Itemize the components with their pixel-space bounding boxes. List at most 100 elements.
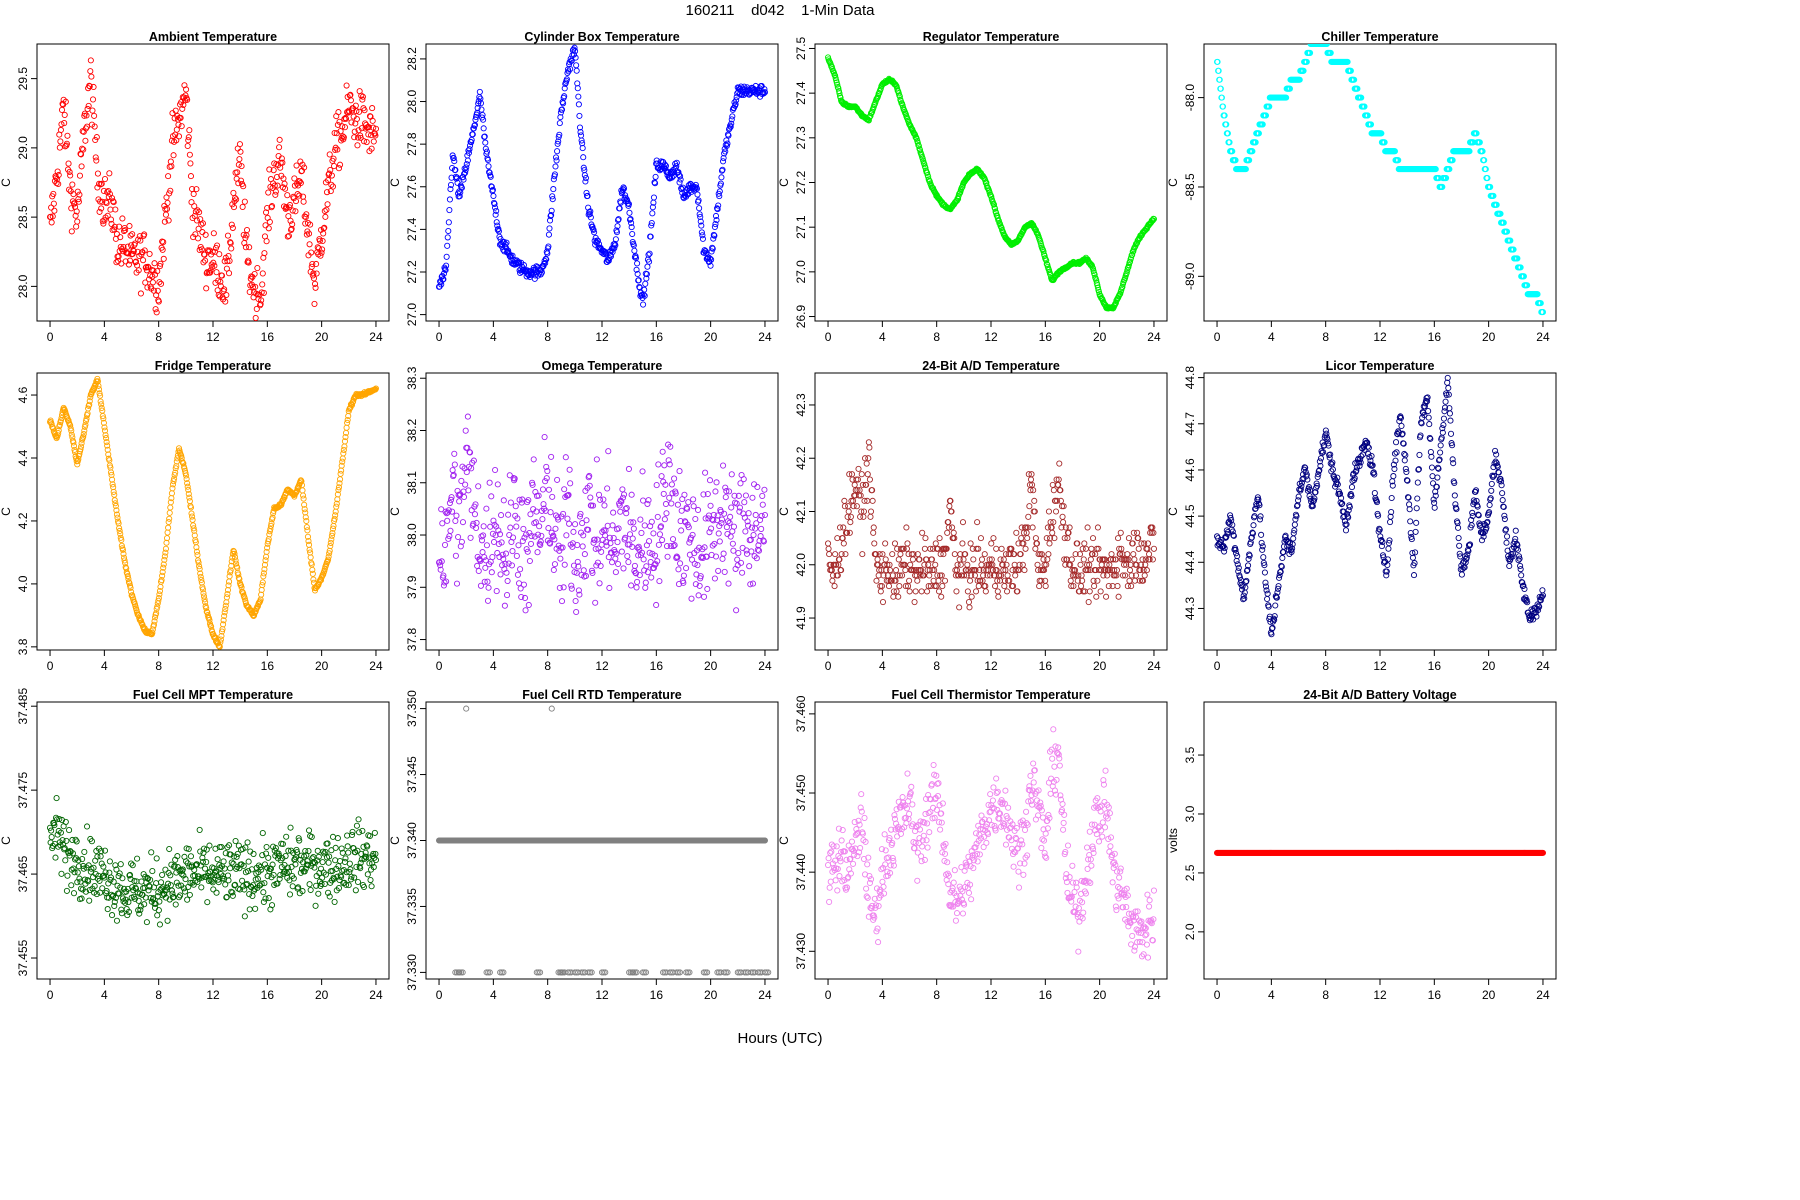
data-point <box>1315 471 1322 478</box>
data-series <box>435 44 769 308</box>
data-point <box>1321 442 1328 449</box>
data-point <box>1435 465 1442 472</box>
data-point <box>189 516 196 523</box>
data-point <box>707 502 714 509</box>
data-point <box>339 455 346 462</box>
data-point <box>162 545 169 552</box>
data-point <box>982 588 989 595</box>
data-point <box>217 278 224 285</box>
data-point <box>1455 524 1462 531</box>
data-point <box>829 577 836 584</box>
data-point <box>1517 566 1524 573</box>
data-point <box>1006 577 1013 584</box>
data-point <box>1343 521 1350 528</box>
data-point <box>445 219 452 226</box>
data-point <box>486 169 493 176</box>
data-point <box>1279 554 1286 562</box>
data-point <box>335 165 343 172</box>
data-point <box>585 526 592 533</box>
data-point <box>729 540 736 547</box>
data-point <box>329 183 337 190</box>
data-point <box>336 480 343 487</box>
data-point <box>463 161 470 168</box>
data-point <box>1259 543 1266 550</box>
data-point <box>895 593 902 600</box>
data-point <box>739 569 746 576</box>
data-point <box>531 533 538 540</box>
data-point <box>556 547 563 554</box>
data-point <box>660 490 667 497</box>
data-point <box>722 148 729 155</box>
data-point <box>690 503 697 510</box>
data-point <box>259 579 266 586</box>
data-point <box>551 171 558 178</box>
data-point <box>311 300 318 307</box>
data-point <box>1353 467 1360 474</box>
x-tick-label: 4 <box>490 330 497 344</box>
data-point <box>475 483 482 490</box>
data-point <box>1079 545 1086 552</box>
data-point <box>535 531 542 538</box>
data-point <box>1455 534 1462 542</box>
data-point <box>995 217 1002 224</box>
data-point <box>1229 148 1236 155</box>
data-point <box>100 419 107 426</box>
data-point <box>317 577 325 584</box>
data-point <box>111 497 118 504</box>
data-point <box>251 270 258 278</box>
y-tick-label: 38.0 <box>405 523 419 547</box>
data-point <box>990 535 997 542</box>
data-point <box>503 239 510 246</box>
data-point <box>873 577 880 584</box>
data-point <box>239 203 246 210</box>
data-point <box>969 567 976 574</box>
data-point <box>711 575 718 582</box>
data-series <box>1213 44 1547 316</box>
data-point <box>545 486 552 493</box>
data-point <box>677 173 684 180</box>
data-point <box>628 219 635 226</box>
data-point <box>337 470 344 477</box>
data-point <box>1500 503 1507 511</box>
data-point <box>662 500 669 508</box>
data-point <box>125 575 132 583</box>
data-point <box>893 567 900 574</box>
data-point <box>644 500 651 507</box>
data-point <box>720 550 727 557</box>
data-point <box>1307 486 1314 493</box>
data-point <box>1392 457 1399 464</box>
data-point <box>1478 537 1486 544</box>
data-point <box>321 224 328 231</box>
data-point <box>340 446 347 453</box>
data-point <box>990 201 998 208</box>
data-point <box>1022 545 1029 552</box>
data-point <box>1338 501 1345 508</box>
data-point <box>898 572 906 579</box>
data-point <box>972 588 980 595</box>
data-point <box>870 524 877 531</box>
data-point <box>936 535 943 542</box>
data-point <box>308 263 315 270</box>
data-point <box>1113 567 1121 574</box>
data-point <box>261 566 268 573</box>
data-point <box>1041 561 1048 568</box>
data-point <box>1001 583 1008 590</box>
data-point <box>935 577 942 584</box>
data-point <box>623 504 630 512</box>
data-point <box>572 54 579 61</box>
data-point <box>135 267 142 274</box>
data-point <box>937 551 944 558</box>
data-point <box>1288 548 1295 556</box>
data-point <box>190 525 197 532</box>
data-point <box>1369 462 1376 469</box>
data-point <box>1255 130 1262 137</box>
y-tick-label: 4.0 <box>16 575 30 592</box>
data-point <box>502 241 509 248</box>
data-point <box>332 512 339 519</box>
data-point <box>1342 527 1350 534</box>
data-point <box>161 553 168 560</box>
data-point <box>661 516 668 523</box>
data-point <box>847 519 854 526</box>
data-point <box>1387 518 1394 526</box>
data-point <box>1092 551 1099 558</box>
